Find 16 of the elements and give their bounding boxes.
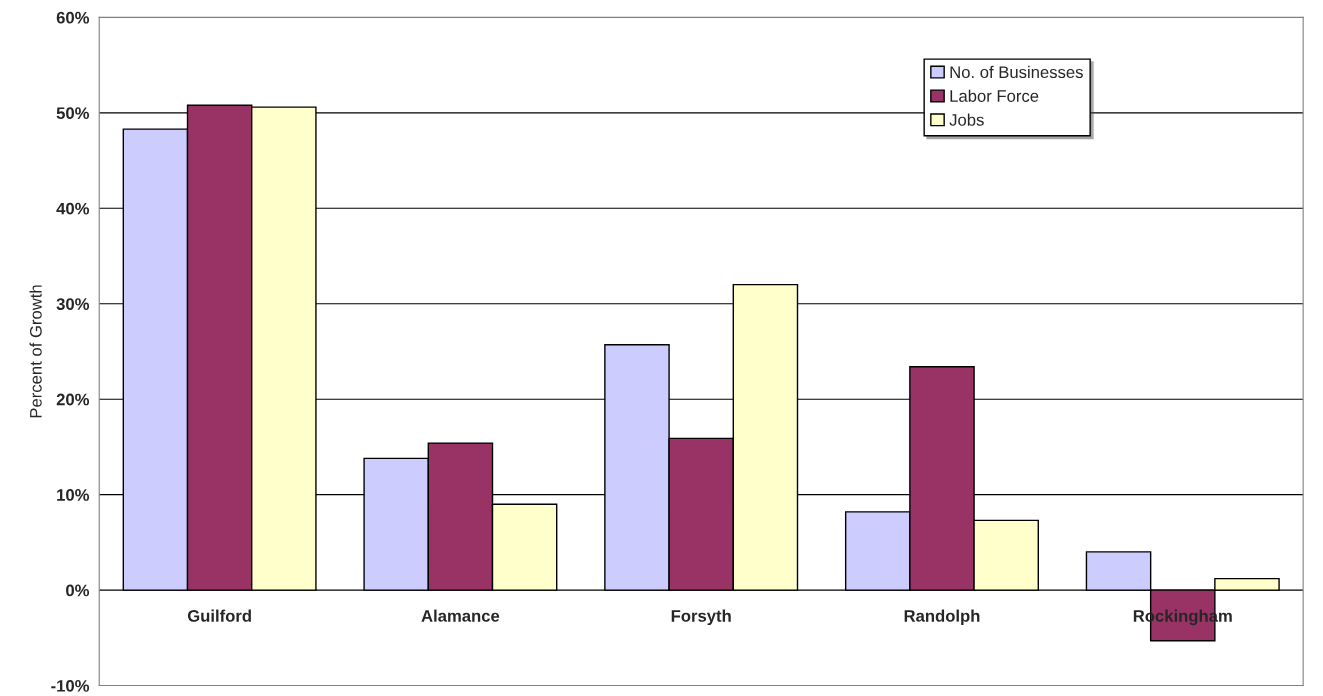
y-tick-label: 50% (56, 107, 90, 120)
x-tick-label: Guilford (187, 609, 251, 622)
x-tick-label: Randolph (904, 609, 980, 626)
y-axis-title: Percent of Growth (29, 285, 42, 418)
y-tick-label: 40% (56, 202, 90, 215)
y-tick-label: 0% (66, 584, 90, 597)
y-tick-label: 20% (56, 393, 90, 406)
x-tick-label: Forsyth (671, 609, 731, 626)
legend-label: No. of Businesses (950, 65, 1083, 79)
legend-label: Labor Force (950, 89, 1039, 102)
y-tick-label: 60% (56, 11, 90, 24)
legend-label: Jobs (949, 113, 984, 126)
x-tick-label: Alamance (421, 609, 500, 622)
y-tick-label: -10% (51, 679, 90, 692)
y-tick-label: 30% (56, 298, 90, 310)
y-tick-label: 10% (57, 489, 90, 501)
